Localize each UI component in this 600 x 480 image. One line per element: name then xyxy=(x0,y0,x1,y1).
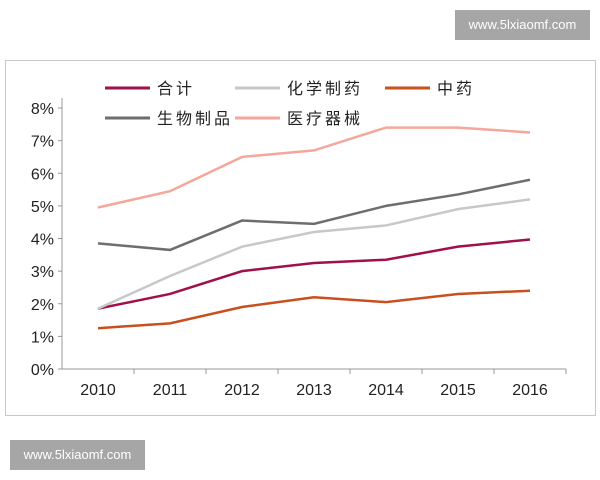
series-line-4 xyxy=(97,126,531,209)
x-tick-label: 2012 xyxy=(224,382,260,399)
x-tick-label: 2015 xyxy=(440,382,476,399)
series-line-3 xyxy=(97,178,531,252)
chart-frame xyxy=(5,60,596,416)
watermark-bottom: www.5lxiaomf.com xyxy=(10,440,145,470)
y-tick-label: 5% xyxy=(31,199,54,216)
x-tick-label: 2010 xyxy=(80,382,116,399)
y-tick-label: 6% xyxy=(31,166,54,183)
legend-label: 中药 xyxy=(437,79,475,98)
legend-label: 生物制品 xyxy=(157,109,233,128)
y-tick-label: 0% xyxy=(31,362,54,379)
y-tick-label: 1% xyxy=(31,329,54,346)
legend-label: 医疗器械 xyxy=(287,109,363,128)
x-tick-label: 2014 xyxy=(368,382,404,399)
x-tick-label: 2016 xyxy=(512,382,548,399)
x-tick-label: 2013 xyxy=(296,382,332,399)
legend-label: 合计 xyxy=(157,79,195,98)
x-tick-label: 2011 xyxy=(153,382,188,399)
watermark-top: www.5lxiaomf.com xyxy=(455,10,590,40)
y-tick-label: 2% xyxy=(31,297,54,314)
series-line-1 xyxy=(97,198,531,310)
legend-label: 化学制药 xyxy=(287,79,363,98)
y-tick-label: 4% xyxy=(31,232,54,249)
y-tick-label: 3% xyxy=(31,264,54,281)
y-tick-label: 8% xyxy=(31,101,54,118)
y-tick-label: 7% xyxy=(31,134,54,151)
